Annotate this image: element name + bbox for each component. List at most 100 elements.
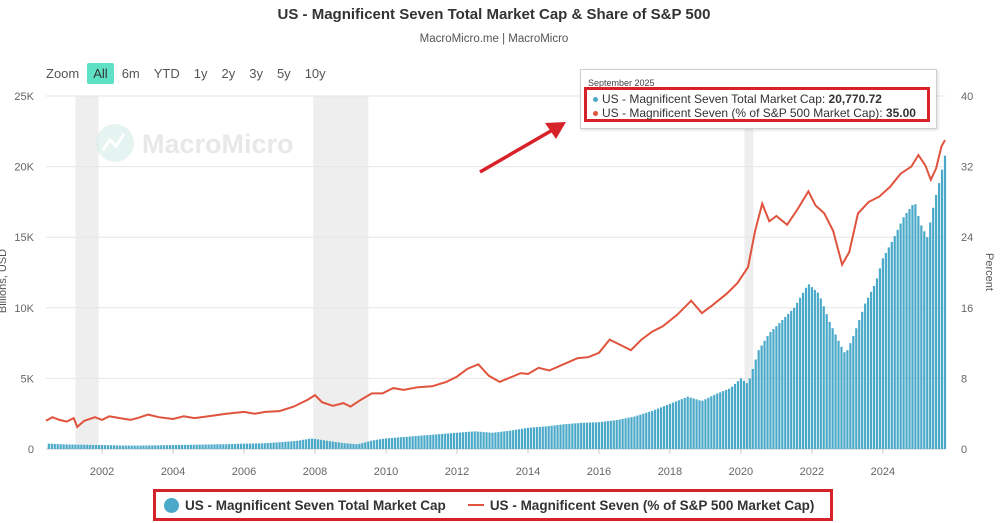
market-cap-bar — [520, 428, 524, 449]
recession-shading — [75, 96, 754, 449]
zoom-button-all[interactable]: All — [87, 62, 114, 84]
market-cap-bar — [932, 207, 935, 449]
market-cap-bar — [748, 378, 751, 449]
market-cap-bar — [801, 292, 805, 449]
market-cap-bar — [908, 208, 911, 449]
zoom-button-ytd[interactable]: YTD — [153, 65, 180, 81]
x-tick-label: 2020 — [729, 466, 753, 478]
market-cap-bar — [556, 424, 559, 449]
market-cap-bar — [816, 292, 819, 449]
market-cap-bar — [186, 444, 189, 449]
market-cap-bar — [822, 306, 825, 449]
market-cap-bar — [479, 431, 482, 449]
market-cap-bar — [819, 298, 822, 449]
market-cap-bar — [349, 443, 352, 449]
market-cap-bar — [512, 430, 515, 449]
market-cap-bar — [449, 433, 453, 449]
market-cap-bar — [109, 445, 113, 449]
market-cap-bar — [878, 268, 882, 449]
market-cap-bar — [553, 425, 556, 449]
market-cap-bar — [523, 428, 527, 449]
zoom-button-10y[interactable]: 10y — [304, 65, 326, 81]
market-cap-bar — [245, 443, 249, 449]
market-cap-bar — [432, 434, 435, 449]
y-left-tick-label: 0 — [28, 444, 34, 456]
market-cap-bar — [234, 443, 237, 449]
legend-item-market-cap[interactable]: US - Magnificent Seven Total Market Cap — [156, 497, 446, 513]
market-cap-bar — [65, 444, 68, 449]
x-tick-label: 2006 — [232, 466, 256, 478]
market-cap-bar — [920, 225, 923, 449]
market-cap-bar — [213, 444, 216, 449]
tooltip-row-market-cap: US - Magnificent Seven Total Market Cap:… — [593, 92, 882, 106]
market-cap-bar — [849, 343, 852, 449]
market-cap-bar — [565, 424, 568, 449]
market-cap-bar — [659, 407, 663, 449]
market-cap-bar — [115, 445, 118, 449]
market-cap-bar — [677, 400, 680, 449]
zoom-button-3y[interactable]: 3y — [249, 65, 263, 81]
zoom-label: Zoom — [46, 65, 80, 81]
market-cap-bar — [361, 443, 364, 449]
market-cap-bar — [370, 440, 373, 449]
market-cap-bar — [124, 445, 127, 449]
y-axis-right-label: Percent — [983, 253, 995, 291]
market-cap-bar — [275, 442, 278, 449]
market-cap-bar — [325, 440, 328, 449]
market-cap-bar — [902, 217, 905, 449]
zoom-button-5y[interactable]: 5y — [276, 65, 291, 81]
legend-label: US - Magnificent Seven (% of S&P 500 Mar… — [489, 497, 815, 513]
zoom-button-6m[interactable]: 6m — [121, 65, 140, 81]
recession-band — [75, 96, 99, 449]
market-cap-bar — [257, 443, 260, 449]
legend-item-share[interactable]: US - Magnificent Seven (% of S&P 500 Mar… — [446, 497, 815, 513]
market-cap-bar — [228, 444, 231, 449]
recession-band — [744, 96, 754, 449]
market-cap-bar — [293, 441, 296, 449]
watermark: MacroMicro — [96, 124, 294, 162]
market-cap-bar — [588, 422, 592, 449]
market-cap-bar — [455, 432, 459, 449]
market-cap-bar — [704, 399, 707, 449]
market-cap-bar — [59, 444, 62, 449]
market-cap-bar — [305, 439, 308, 449]
market-cap-legend-dot-icon — [164, 497, 179, 513]
market-cap-bar — [701, 400, 704, 449]
market-cap-bar — [547, 426, 550, 449]
market-cap-bar — [846, 350, 849, 449]
zoom-button-2y[interactable]: 2y — [221, 65, 236, 81]
market-cap-bar — [426, 435, 429, 449]
market-cap-bar — [662, 406, 666, 449]
market-cap-bar — [577, 423, 580, 449]
annotation-arrow — [479, 122, 566, 174]
tooltip-row-value: 35.00 — [885, 106, 916, 120]
zoom-button-1y[interactable]: 1y — [193, 65, 208, 81]
market-cap-bar — [225, 444, 228, 449]
market-cap-bar — [92, 444, 95, 449]
chart-plot[interactable]: MacroMicro 0 5K 10K 15K 20K 25K 0 8 16 24 32 40 2002… — [0, 0, 1001, 490]
market-cap-bar — [222, 444, 225, 449]
y-left-tick-label: 10K — [14, 303, 34, 315]
market-cap-bar — [216, 444, 219, 449]
market-cap-bar — [142, 445, 145, 449]
market-cap-bar — [50, 443, 53, 449]
market-cap-bar — [470, 431, 473, 449]
market-cap-bar — [337, 442, 340, 449]
market-cap-bar — [485, 432, 488, 449]
market-cap-bar — [861, 311, 864, 449]
market-cap-bar — [864, 303, 867, 449]
market-cap-bar — [272, 442, 275, 449]
market-cap-bar — [727, 388, 731, 449]
market-cap-bar — [242, 443, 246, 449]
share-line — [45, 139, 946, 429]
market-cap-bar — [633, 416, 636, 449]
legend-label: US - Magnificent Seven Total Market Cap — [185, 497, 446, 513]
market-cap-bar — [594, 422, 598, 449]
market-cap-bar — [695, 399, 698, 449]
market-cap-bar — [367, 441, 370, 449]
market-cap-bar — [710, 396, 713, 449]
tooltip-row-value: 20,770.72 — [828, 92, 882, 106]
market-cap-bar — [905, 212, 908, 449]
market-cap-bar — [751, 368, 754, 449]
market-cap-bar — [872, 285, 876, 449]
